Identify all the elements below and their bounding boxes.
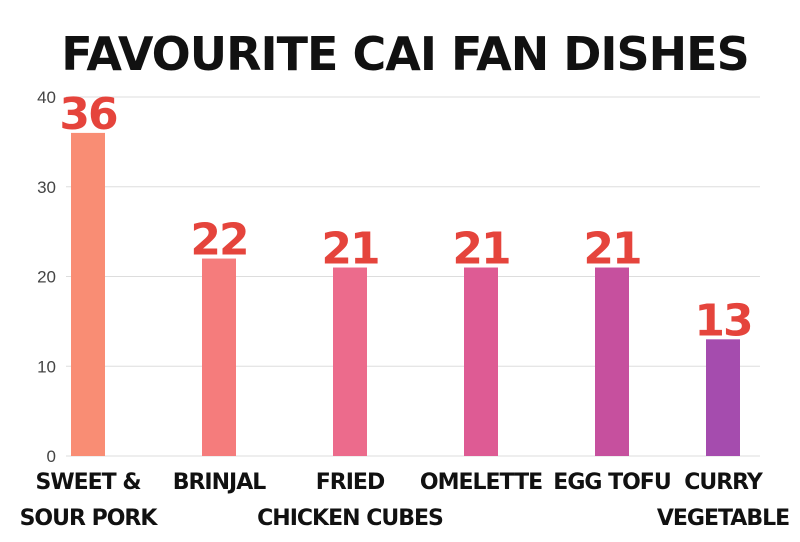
value-label: 22 xyxy=(190,215,247,266)
category-label: SWEET & xyxy=(35,470,141,495)
chart-title: FAVOURITE CAI FAN DISHES xyxy=(61,27,748,81)
value-label: 21 xyxy=(452,224,509,275)
y-tick-label: 10 xyxy=(37,357,56,376)
y-tick-label: 30 xyxy=(37,178,56,197)
category-label: VEGETABLE xyxy=(657,506,789,531)
category-label: BRINJAL xyxy=(173,470,267,495)
category-label: EGG TOFU xyxy=(553,470,670,495)
bar xyxy=(333,267,367,456)
gridlines xyxy=(66,96,760,457)
value-label: 36 xyxy=(59,89,117,140)
category-label: FRIED xyxy=(316,470,385,495)
y-tick-label: 20 xyxy=(37,268,56,287)
category-labels: SWEET & SOUR PORK BRINJAL FRIED CHICKEN CUBE… xyxy=(20,470,791,531)
value-label: 13 xyxy=(694,295,751,346)
value-labels: 36 22 21 21 21 13 xyxy=(59,89,753,346)
y-tick-label: 40 xyxy=(37,88,56,107)
bars xyxy=(71,132,740,456)
bar xyxy=(706,339,740,456)
bar xyxy=(595,267,629,456)
bar xyxy=(464,267,498,456)
y-axis-ticks: 0 10 20 30 40 xyxy=(37,88,56,466)
category-label: CHICKEN CUBES xyxy=(257,506,443,531)
y-tick-label: 0 xyxy=(47,447,56,466)
value-label: 21 xyxy=(583,224,640,275)
bar xyxy=(71,132,105,456)
category-label: SOUR PORK xyxy=(20,506,159,531)
category-label: OMELETTE xyxy=(420,470,542,495)
value-label: 21 xyxy=(321,224,378,275)
category-label: CURRY xyxy=(684,470,764,495)
bar xyxy=(202,258,236,456)
